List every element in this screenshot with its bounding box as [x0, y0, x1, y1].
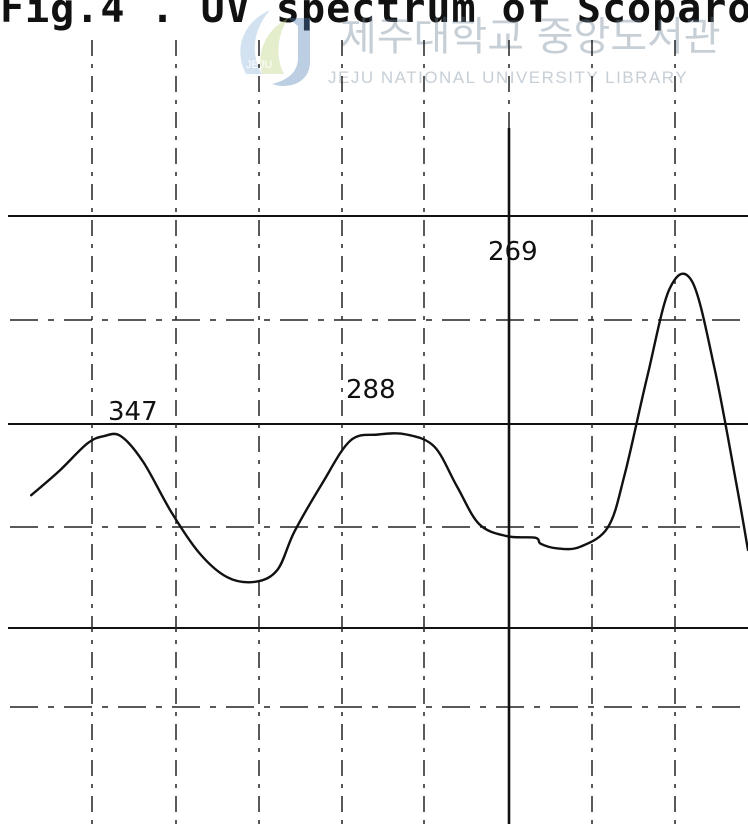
- peak-label: 347: [108, 397, 158, 427]
- peak-label: 269: [488, 237, 538, 267]
- spectrum-line: [30, 272, 748, 584]
- figure-caption: Fig.4 . UV spectrum of Scoparone: [0, 0, 748, 32]
- series-layer: [30, 272, 748, 584]
- peak-label: 288: [346, 375, 396, 405]
- peak-labels: 347 288 269: [108, 237, 538, 427]
- grid: [8, 40, 748, 824]
